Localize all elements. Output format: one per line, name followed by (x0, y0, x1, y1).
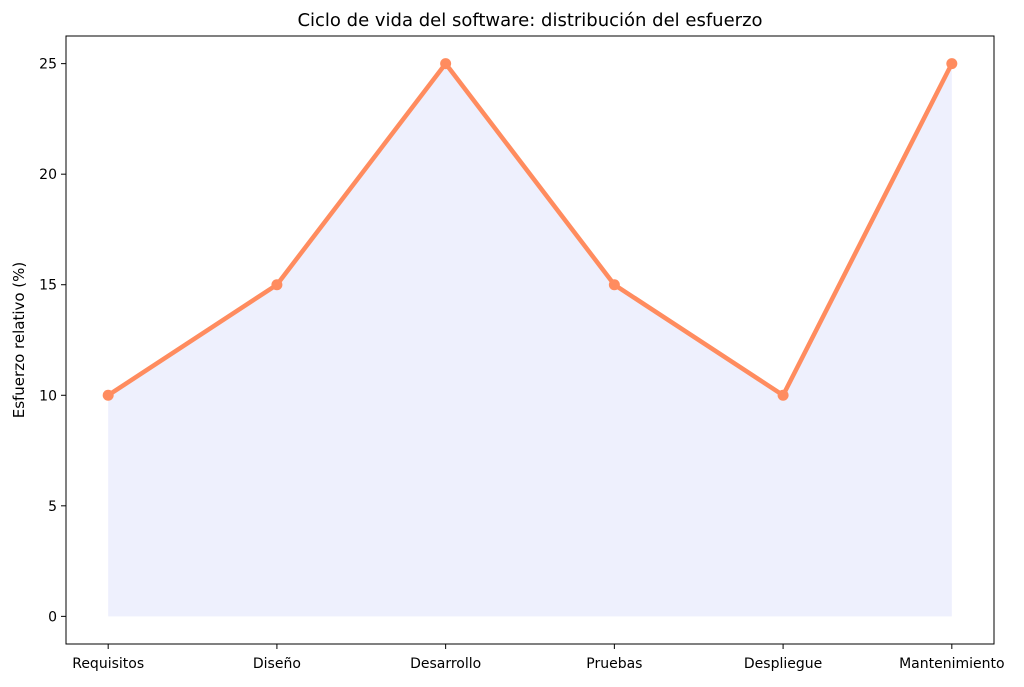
data-point-5 (946, 58, 958, 70)
data-point-0 (102, 389, 114, 401)
data-point-4 (777, 389, 789, 401)
y-tick-label: 5 (48, 499, 57, 515)
x-tick-label: Diseño (253, 656, 301, 672)
axes-frame (65, 35, 995, 645)
chart-title: Ciclo de vida del software: distribución… (297, 10, 762, 31)
y-tick-label: 25 (39, 57, 57, 73)
plot-area: 0 5 10 15 20 25 Requisitos Diseño Desarrollo Prue… (39, 35, 1005, 672)
data-point-2 (440, 58, 452, 70)
series-line (106, 61, 954, 398)
x-tick-label: Mantenimiento (899, 656, 1004, 672)
x-tick-label: Pruebas (586, 656, 642, 672)
data-point-1 (271, 279, 283, 291)
x-tick-label: Desarrollo (410, 656, 481, 672)
area-fill (108, 63, 952, 617)
x-tick-label: Requisitos (72, 656, 144, 672)
y-axis-label: Esfuerzo relativo (%) (10, 262, 28, 419)
x-tick-label: Despliegue (744, 656, 822, 672)
y-tick-label: 15 (39, 278, 57, 294)
y-tick-label: 10 (39, 388, 57, 404)
y-tick-label: 0 (48, 609, 57, 625)
data-point-3 (608, 279, 620, 291)
y-tick-label: 20 (39, 167, 57, 183)
